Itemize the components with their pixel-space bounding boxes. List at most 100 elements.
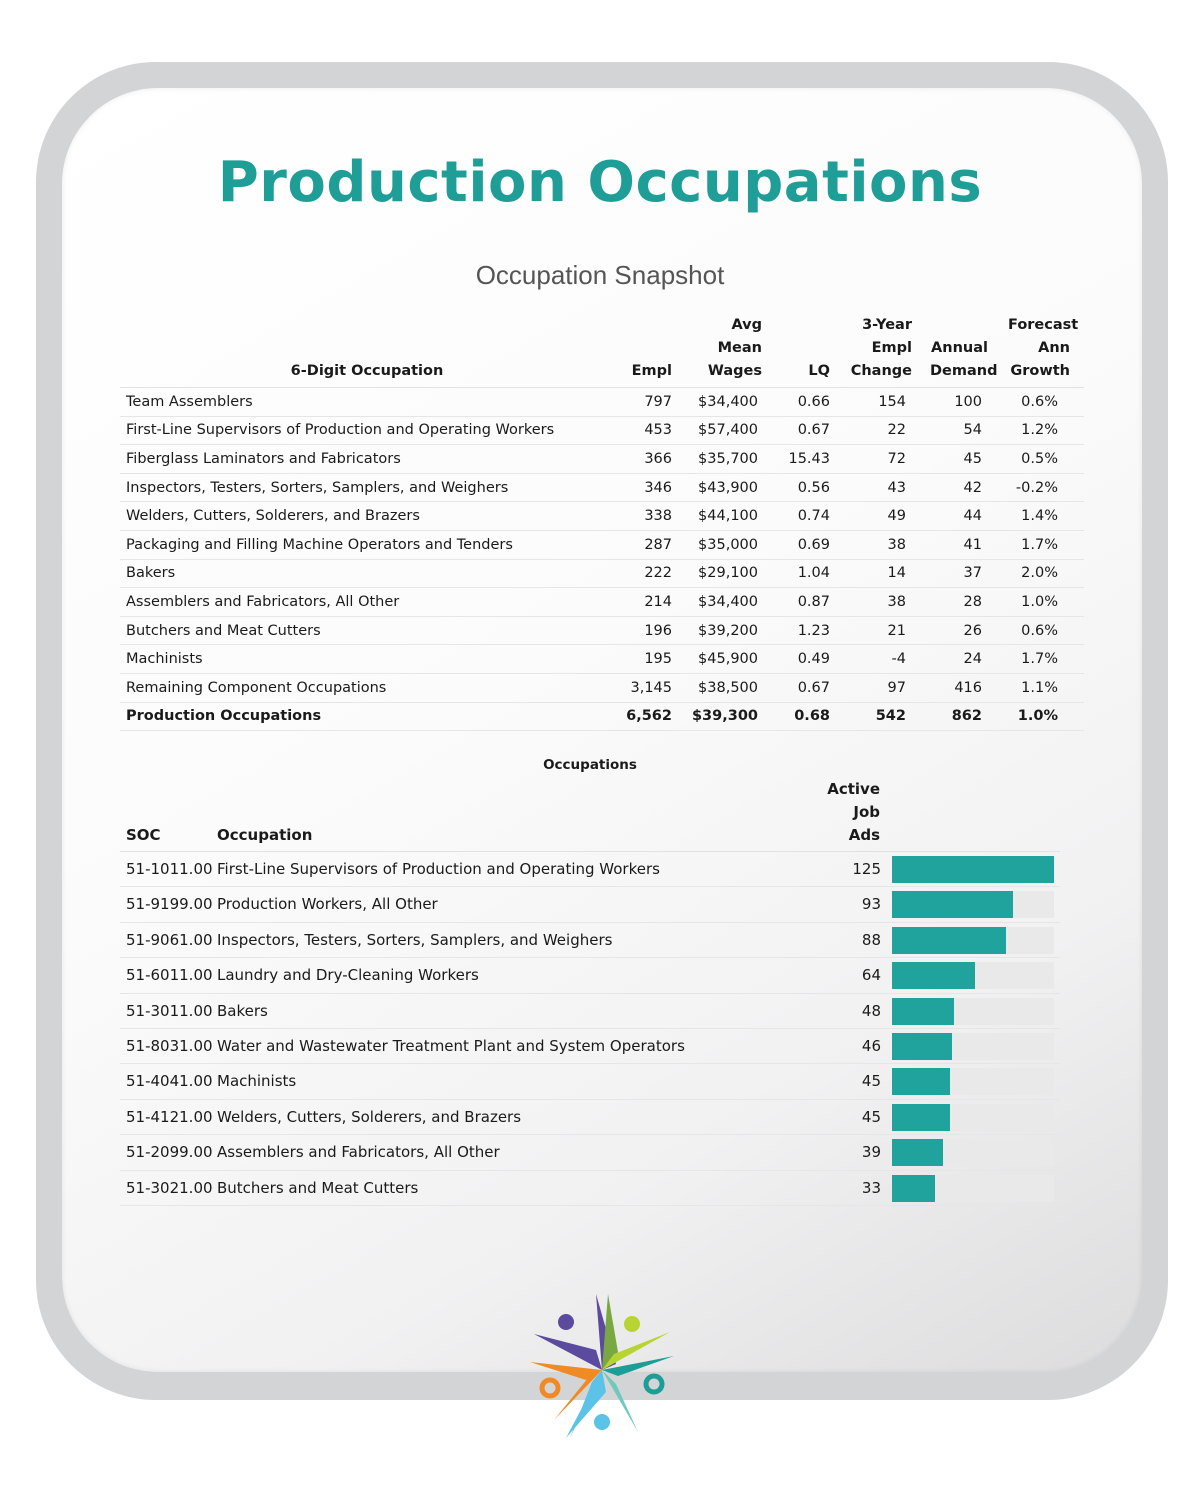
cell-growth: 1.1%: [1021, 679, 1058, 696]
header-growth: Forecast Ann Growth: [1008, 317, 1079, 379]
list-item: 51-4121.00 Welders, Cutters, Solderers, a…: [120, 1100, 1060, 1136]
bar: [892, 1103, 950, 1131]
active-job-ads-value: 46: [861, 1036, 881, 1055]
cell-empl: 3,145: [630, 679, 672, 696]
section-subtitle: Occupation Snapshot: [475, 260, 725, 290]
active-job-ads-value: 88: [861, 930, 881, 949]
total-change: 542: [875, 708, 906, 725]
bar-track: [892, 1139, 1054, 1167]
bar-track: [892, 997, 1054, 1025]
table-row: Welders, Cutters, Solderers, and Brazers…: [120, 502, 1084, 531]
cell-demand: 54: [963, 422, 982, 439]
cell-empl: 287: [644, 536, 672, 553]
header-change: 3-Year Empl Change: [850, 317, 912, 379]
cell-empl: 453: [644, 422, 672, 439]
list-item: 51-3011.00 Bakers 48: [120, 994, 1060, 1029]
cell-lq: 0.87: [797, 593, 830, 610]
cell-occupation: Packaging and Filling Machine Operators …: [126, 536, 513, 553]
active-job-ads-value: 48: [861, 1001, 881, 1020]
table-total-row: Production Occupations 6,562 $39,300 0.6…: [120, 703, 1084, 732]
occupation-name: Machinists: [217, 1072, 297, 1091]
cell-wages: $38,500: [698, 679, 758, 696]
cell-lq: 1.23: [797, 622, 830, 639]
cell-demand: 41: [963, 536, 982, 553]
soc-code: 51-4041.00: [126, 1072, 213, 1091]
logo-head-blue: [594, 1414, 610, 1430]
occupation-name: Water and Wastewater Treatment Plant and…: [217, 1036, 685, 1055]
cell-occupation: Team Assemblers: [126, 393, 253, 410]
bar: [892, 1068, 950, 1096]
cell-empl: 214: [644, 593, 672, 610]
occupation-name: Assemblers and Fabricators, All Other: [217, 1143, 500, 1162]
list-item: 51-1011.00 First-Line Supervisors of Prod…: [120, 852, 1060, 888]
logo-ray-teal: [602, 1356, 674, 1376]
active-job-ads-value: 93: [861, 895, 881, 914]
cell-empl: 196: [644, 622, 672, 639]
table-row: First-Line Supervisors of Production and…: [120, 417, 1084, 446]
cell-lq: 0.56: [797, 479, 830, 496]
logo-ray-lime: [602, 1332, 670, 1370]
cell-change: -4: [891, 651, 906, 668]
soc-code: 51-9199.00: [126, 895, 213, 914]
cell-occupation: Fiberglass Laminators and Fabricators: [126, 450, 401, 467]
logo-ray-purple-left: [534, 1334, 602, 1370]
occupation-name: Bakers: [217, 1001, 268, 1020]
header-occupation: 6-Digit Occupation: [290, 363, 444, 379]
cell-wages: $34,400: [698, 393, 758, 410]
bar-track: [892, 1174, 1054, 1202]
bar-track: [892, 926, 1054, 954]
table-row: Butchers and Meat Cutters 196 $39,200 1.23 2…: [120, 617, 1084, 646]
soc-code: 51-4121.00: [126, 1107, 213, 1126]
header-demand: Annual Demand: [930, 340, 998, 379]
header-ads-occupation: Occupation: [217, 826, 313, 844]
logo-ray-green: [602, 1294, 618, 1370]
occupation-name: First-Line Supervisors of Production and…: [217, 860, 660, 878]
cell-change: 22: [887, 422, 906, 439]
header-wages: Avg Mean Wages: [707, 317, 762, 379]
soc-code: 51-2099.00: [126, 1143, 213, 1162]
bar-track: [892, 856, 1054, 883]
table-row: Inspectors, Testers, Sorters, Samplers, …: [120, 474, 1084, 503]
list-item: 51-9199.00 Production Workers, All Other 9…: [120, 887, 1060, 923]
header-active-job-ads: Active Job Ads: [827, 780, 880, 844]
cell-demand: 100: [954, 393, 982, 410]
soc-code: 51-9061.00: [126, 930, 213, 949]
logo-ray-orange: [530, 1362, 602, 1380]
cell-wages: $43,900: [698, 479, 758, 496]
logo-head-orange: [539, 1377, 561, 1399]
cell-empl: 366: [644, 450, 672, 467]
logo-head-purple: [558, 1314, 574, 1330]
occupation-name: Inspectors, Testers, Sorters, Samplers, …: [217, 930, 613, 949]
cell-lq: 0.67: [797, 422, 830, 439]
active-job-ads-value: 64: [861, 966, 881, 985]
job-ads-body: 51-1011.00 First-Line Supervisors of Prod…: [120, 852, 1060, 1206]
list-item: 51-9061.00 Inspectors, Testers, Sorters, …: [120, 923, 1060, 959]
header-empl: Empl: [631, 363, 672, 379]
bar: [892, 856, 1054, 883]
cell-empl: 346: [644, 479, 672, 496]
cell-growth: 1.7%: [1021, 651, 1058, 668]
active-job-ads-value: 125: [852, 860, 881, 878]
star-people-logo-icon: [530, 1294, 674, 1438]
soc-code: 51-3021.00: [126, 1178, 213, 1197]
logo-ray-orange-2: [554, 1370, 602, 1420]
cell-wages: $57,400: [698, 422, 758, 439]
job-ads-header-row: SOC Occupation Active Job Ads: [120, 780, 1060, 852]
cell-demand: 44: [963, 508, 982, 525]
occupation-name: Welders, Cutters, Solderers, and Brazers: [217, 1107, 522, 1126]
cell-occupation: Assemblers and Fabricators, All Other: [126, 593, 400, 610]
cell-growth: 1.2%: [1021, 422, 1058, 439]
cell-occupation: Butchers and Meat Cutters: [126, 622, 321, 639]
bar: [892, 1174, 935, 1202]
cell-growth: -0.2%: [1015, 479, 1058, 496]
soc-code: 51-8031.00: [126, 1036, 213, 1055]
bar: [892, 962, 975, 990]
cell-wages: $35,700: [698, 450, 758, 467]
cell-demand: 416: [954, 679, 982, 696]
table-row: Team Assemblers 797 $34,400 0.66 154 100 0.6%: [120, 388, 1084, 417]
cell-demand: 42: [963, 479, 982, 496]
cell-occupation: Inspectors, Testers, Sorters, Samplers, …: [126, 479, 509, 496]
bar: [892, 891, 1013, 919]
cell-occupation: Welders, Cutters, Solderers, and Brazers: [126, 508, 420, 525]
cell-occupation: Machinists: [126, 651, 203, 668]
